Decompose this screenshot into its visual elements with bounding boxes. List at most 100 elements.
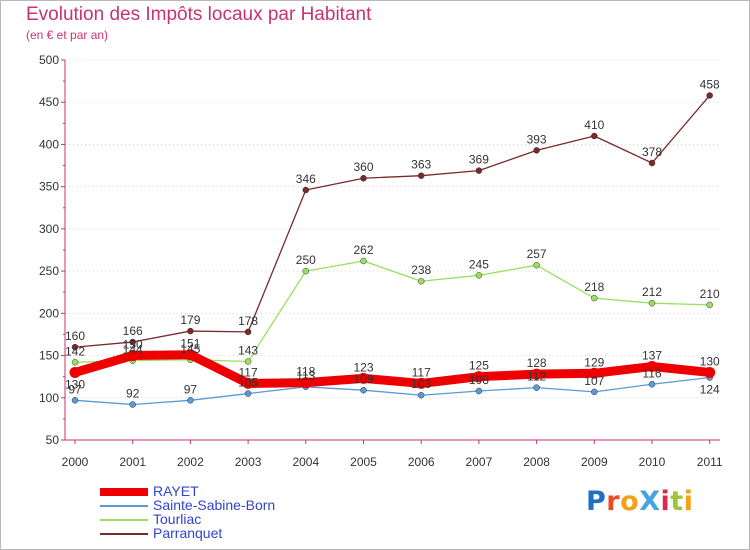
data-label-sainte-sabine-born: 107	[584, 374, 604, 388]
data-point-rayet	[588, 367, 600, 379]
legend-item-parranquet: Parranquet	[100, 525, 340, 541]
logo-letter: o	[620, 486, 640, 517]
data-point-rayet	[127, 350, 139, 362]
data-label-rayet: 137	[642, 349, 662, 363]
x-tick-label: 2006	[408, 455, 435, 469]
data-label-tourliac: 238	[411, 263, 431, 277]
data-label-sainte-sabine-born: 124	[700, 383, 720, 397]
data-label-sainte-sabine-born: 112	[527, 370, 546, 384]
data-label-sainte-sabine-born: 109	[353, 372, 373, 386]
legend-swatch-parranquet	[100, 533, 148, 535]
data-label-parranquet: 346	[296, 172, 316, 186]
y-tick-label: 250	[39, 264, 59, 278]
data-point-parranquet	[533, 147, 540, 154]
data-point-sainte-sabine-born	[591, 388, 598, 396]
data-labels: 160 166 179 178 346 360 363 369 393 410 378 458 142 1…	[65, 77, 720, 400]
series-lines	[69, 92, 716, 408]
y-tick-label: 100	[39, 391, 59, 405]
data-point-tourliac	[244, 358, 252, 365]
x-tick-label: 2005	[350, 455, 377, 469]
legend-label-sainte-sabine-born: Sainte-Sabine-Born	[153, 497, 276, 513]
data-point-rayet	[242, 377, 254, 389]
logo-letter: X	[639, 486, 661, 517]
x-tick-label: 2011	[697, 455, 723, 469]
data-label-sainte-sabine-born: 103	[411, 377, 431, 391]
x-tick-label: 2004	[292, 455, 319, 469]
data-label-tourliac: 142	[65, 344, 85, 358]
data-point-parranquet	[302, 186, 310, 194]
data-label-tourliac: 257	[527, 247, 547, 261]
data-point-parranquet	[475, 167, 483, 174]
y-tick-label: 200	[39, 306, 59, 320]
data-point-sainte-sabine-born	[244, 390, 252, 397]
data-point-tourliac	[360, 257, 367, 265]
data-point-sainte-sabine-born	[187, 397, 194, 404]
logo-letter: r	[606, 486, 621, 517]
x-tick-label: 2009	[581, 455, 608, 469]
data-label-tourliac: 262	[353, 243, 373, 257]
data-point-tourliac	[417, 277, 425, 285]
data-label-tourliac: 143	[238, 343, 258, 357]
data-label-rayet: 117	[412, 365, 431, 379]
data-label-parranquet: 363	[411, 158, 431, 172]
chart-subtitle: (en € et par an)	[26, 28, 109, 42]
logo-letter: P	[586, 486, 607, 517]
data-label-rayet: 123	[353, 360, 373, 374]
data-label-sainte-sabine-born: 97	[68, 382, 82, 396]
legend-swatch-rayet	[100, 488, 148, 496]
data-label-tourliac: 144	[123, 343, 143, 357]
data-label-rayet: 151	[180, 337, 200, 351]
data-label-rayet: 150	[123, 338, 143, 352]
data-point-parranquet	[187, 327, 194, 335]
data-label-parranquet: 393	[527, 132, 547, 146]
data-label-parranquet: 166	[123, 324, 143, 338]
data-label-tourliac: 245	[469, 257, 489, 271]
x-tick-label: 2007	[466, 455, 493, 469]
legend-item-sainte-sabine-born: Sainte-Sabine-Born	[100, 497, 340, 513]
x-tick-label: 2008	[523, 455, 550, 469]
data-label-rayet: 130	[700, 354, 720, 368]
data-label-parranquet: 369	[469, 153, 489, 167]
data-point-parranquet	[244, 328, 252, 336]
data-point-tourliac	[648, 299, 656, 307]
data-point-sainte-sabine-born	[129, 401, 136, 408]
series-line-sainte-sabine-born	[74, 376, 711, 406]
y-tick-label: 50	[46, 433, 60, 447]
data-label-sainte-sabine-born: 116	[642, 366, 661, 380]
y-tick-label: 150	[39, 349, 59, 363]
data-point-rayet	[184, 349, 196, 361]
y-tick-label: 500	[39, 53, 59, 67]
data-point-sainte-sabine-born	[417, 391, 425, 399]
data-label-sainte-sabine-born: 113	[296, 369, 315, 383]
legend-swatch-sainte-sabine-born	[100, 505, 148, 507]
data-label-sainte-sabine-born: 108	[469, 373, 489, 387]
data-point-rayet	[531, 368, 543, 380]
data-point-parranquet	[360, 174, 367, 182]
data-point-rayet	[473, 371, 485, 383]
data-label-rayet: 129	[584, 355, 604, 369]
x-tick-label: 2000	[62, 455, 89, 469]
legend-item-rayet: RAYET	[100, 483, 340, 499]
y-tick-label: 400	[39, 137, 59, 151]
data-point-tourliac	[591, 294, 598, 302]
data-label-sainte-sabine-born: 105	[238, 376, 258, 390]
data-label-rayet: 125	[469, 359, 489, 373]
data-point-tourliac	[475, 272, 483, 279]
logo-letter: t	[670, 486, 684, 517]
y-tick-label: 350	[39, 180, 59, 194]
data-label-parranquet: 178	[238, 314, 258, 328]
data-label-parranquet: 410	[584, 118, 604, 132]
data-point-sainte-sabine-born	[533, 384, 540, 391]
x-tick-label: 2002	[177, 455, 204, 469]
data-point-rayet	[704, 366, 716, 378]
data-point-parranquet	[591, 132, 598, 140]
data-point-rayet	[69, 366, 81, 378]
data-point-sainte-sabine-born	[360, 386, 367, 394]
legend: RAYET Sainte-Sabine-Born Tourliac Parran…	[100, 483, 340, 541]
legend-label-tourliac: Tourliac	[153, 511, 202, 527]
data-label-parranquet: 458	[700, 77, 720, 91]
series-line-tourliac	[74, 260, 711, 363]
data-label-parranquet: 179	[180, 313, 200, 327]
data-label-rayet: 118	[296, 365, 315, 379]
